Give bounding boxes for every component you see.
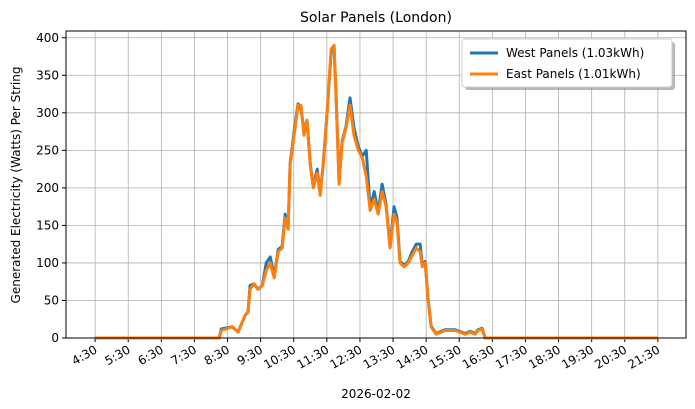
x-tick-label: 10:30 [261, 342, 298, 371]
x-axis-label: 2026-02-02 [341, 387, 411, 401]
x-tick-label: 19:30 [559, 342, 596, 371]
x-tick-label: 9:30 [235, 342, 265, 368]
x-tick-label: 5:30 [102, 342, 132, 368]
x-tick-label: 16:30 [460, 342, 497, 371]
x-tick-label: 18:30 [526, 342, 563, 371]
plot-frame [65, 30, 687, 339]
y-tick-label: 200 [36, 181, 59, 195]
x-tick-label: 8:30 [202, 342, 232, 368]
legend [461, 38, 673, 88]
x-tick-label: 17:30 [493, 342, 530, 371]
y-tick-label: 150 [36, 218, 59, 232]
chart-title: Solar Panels (London) [300, 10, 452, 26]
x-tick-label: 12:30 [327, 342, 364, 371]
legend-label: West Panels (1.03kWh) [506, 46, 644, 60]
x-tick-label: 21:30 [625, 342, 662, 371]
y-tick-label: 0 [51, 331, 59, 345]
x-tick-label: 11:30 [294, 342, 331, 371]
y-tick-label: 250 [36, 143, 59, 157]
legend-label: East Panels (1.01kWh) [506, 67, 641, 81]
y-tick-label: 300 [36, 106, 59, 120]
x-tick-label: 15:30 [427, 342, 464, 371]
x-tick-label: 7:30 [169, 342, 199, 368]
x-tick-label: 6:30 [135, 342, 165, 368]
line [95, 43, 658, 340]
x-tick-label: 13:30 [361, 342, 398, 371]
x-tick-label: 4:30 [69, 342, 99, 368]
y-tick-label: 400 [36, 31, 59, 45]
y-axis-label: Generated Electricity (Watts) Per String [9, 67, 23, 304]
x-tick-label: 14:30 [394, 342, 431, 371]
line [95, 47, 658, 340]
y-tick-label: 350 [36, 68, 59, 82]
y-tick-label: 50 [44, 293, 59, 307]
x-tick-label: 20:30 [592, 342, 629, 371]
y-tick-label: 100 [36, 256, 59, 270]
